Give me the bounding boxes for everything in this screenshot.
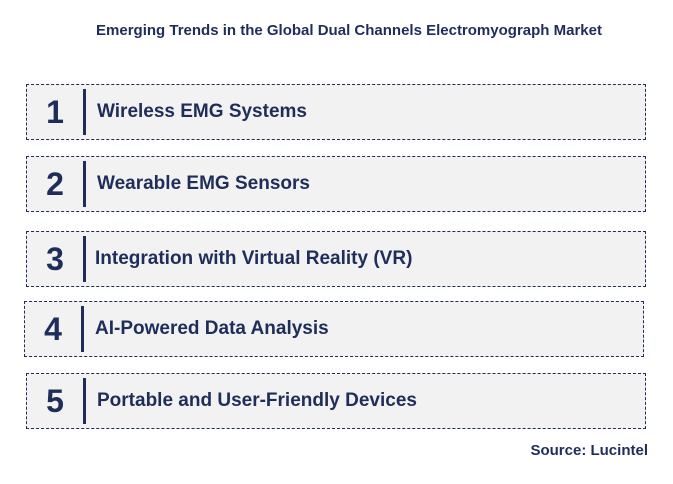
trend-label: Wireless EMG Systems: [97, 101, 307, 122]
trend-label: Integration with Virtual Reality (VR): [95, 248, 413, 269]
trend-label: AI-Powered Data Analysis: [95, 318, 329, 339]
trend-item-2: 2 Wearable EMG Sensors: [26, 156, 646, 212]
trend-number: 3: [46, 240, 64, 277]
trend-label: Wearable EMG Sensors: [97, 173, 310, 194]
source-credit: Source: Lucintel: [530, 442, 648, 459]
trend-label: Portable and User-Friendly Devices: [97, 390, 417, 411]
trend-item-4: 4 AI-Powered Data Analysis: [24, 301, 644, 357]
divider-bar: [83, 236, 86, 282]
trend-number: 4: [44, 310, 62, 347]
divider-bar: [83, 89, 86, 135]
divider-bar: [81, 306, 84, 352]
diagram-title: Emerging Trends in the Global Dual Chann…: [96, 22, 602, 39]
trend-item-3: 3 Integration with Virtual Reality (VR): [26, 231, 646, 287]
divider-bar: [83, 378, 86, 424]
divider-bar: [83, 161, 86, 207]
trend-number: 2: [46, 165, 64, 202]
trend-item-5: 5 Portable and User-Friendly Devices: [26, 373, 646, 429]
trend-number: 5: [46, 382, 64, 419]
trend-number: 1: [46, 93, 64, 130]
trend-item-1: 1 Wireless EMG Systems: [26, 84, 646, 140]
